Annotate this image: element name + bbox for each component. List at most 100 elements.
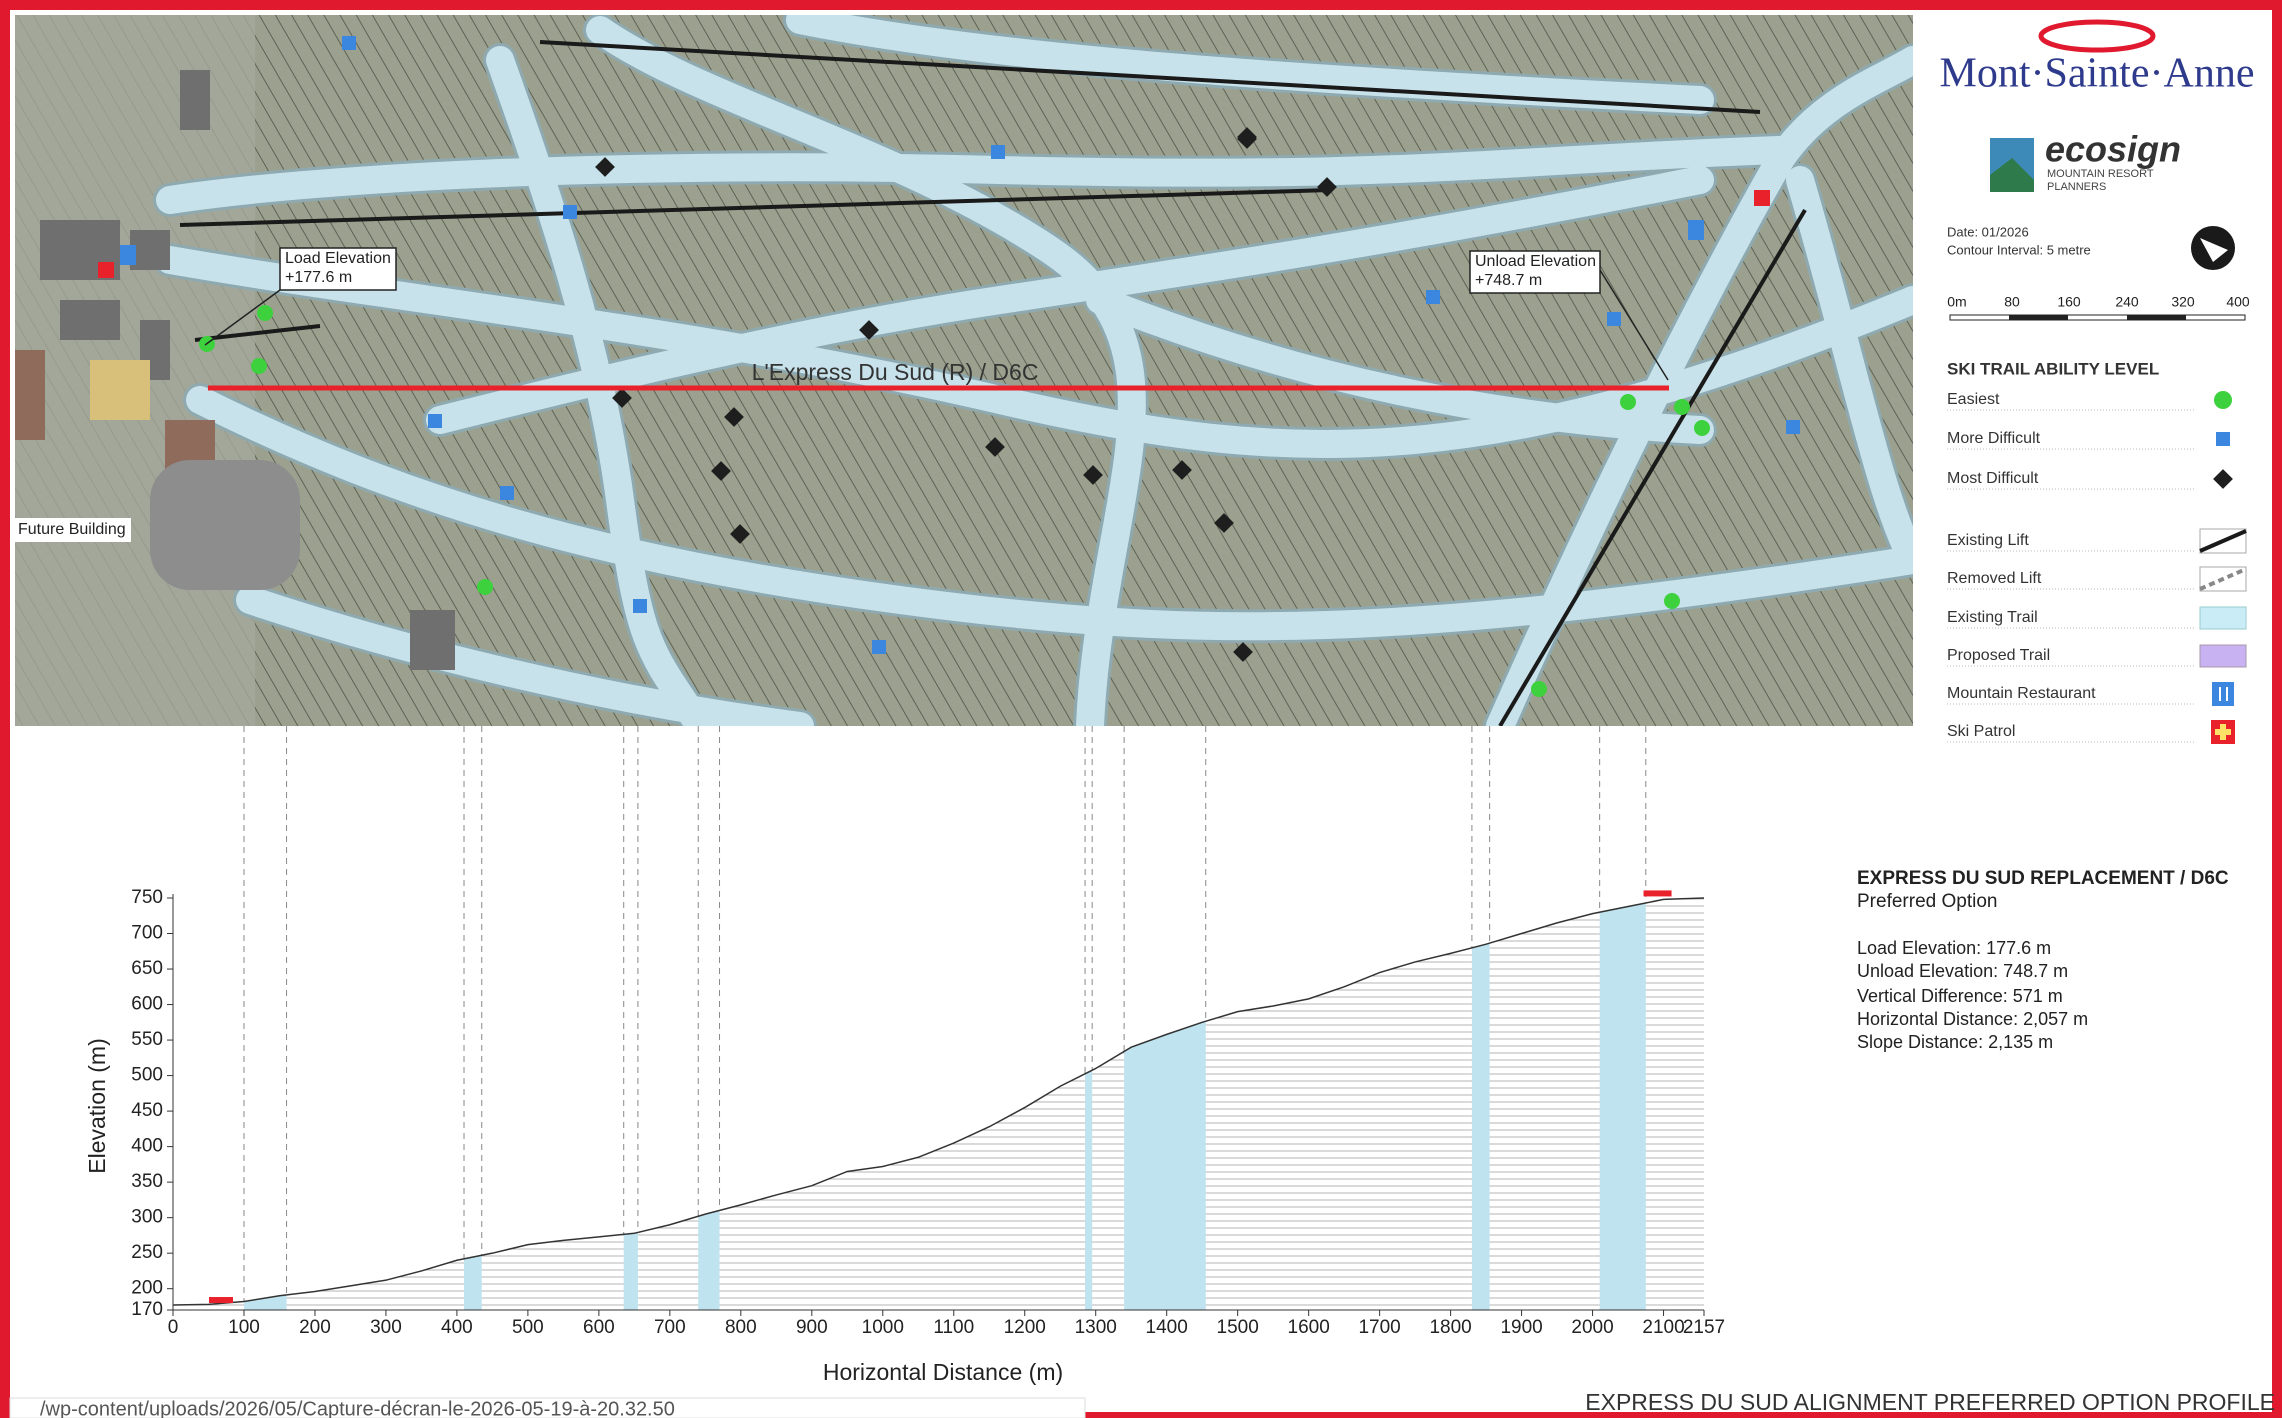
- unload-value: +748.7 m: [1475, 272, 1542, 289]
- callout-line: [204, 289, 281, 346]
- legend-symbol: [2199, 644, 2247, 668]
- planner-tagline: MOUNTAIN RESORT: [2047, 168, 2154, 180]
- trail-crossing: [623, 898, 638, 1310]
- y-tick-label: 650: [131, 958, 163, 979]
- legend-label: Proposed Trail: [1947, 647, 2050, 664]
- x-tick-label: 200: [299, 1317, 331, 1338]
- site-map: L'Express Du Sud (R) / D6C Load Elevatio…: [15, 15, 1913, 726]
- trail-crossing: [1471, 898, 1490, 1310]
- scale-label: 160: [2057, 294, 2081, 310]
- y-tick-label: 750: [131, 887, 163, 908]
- legend-symbol: [2199, 566, 2247, 592]
- footer-title: EXPRESS DU SUD ALIGNMENT PREFERRED OPTIO…: [1585, 1389, 2275, 1415]
- y-tick-label: 700: [131, 923, 163, 944]
- x-tick-label: 2157: [1683, 1317, 1725, 1338]
- y-tick-label: 600: [131, 994, 163, 1015]
- legend-symbol: [2216, 432, 2230, 446]
- scale-label: 240: [2115, 294, 2139, 310]
- x-tick-label: 1700: [1358, 1317, 1400, 1338]
- y-tick-label: 500: [131, 1065, 163, 1086]
- future-building: Future Building: [18, 521, 126, 538]
- profile-fill: [173, 898, 1704, 1310]
- x-tick-label: 300: [370, 1317, 402, 1338]
- x-tick-label: 700: [654, 1317, 686, 1338]
- trail-crossing: [1599, 898, 1646, 1310]
- y-tick-label: 550: [131, 1029, 163, 1050]
- scale-label: 80: [2004, 294, 2020, 310]
- trail-crossing: [1124, 898, 1206, 1310]
- legend-label: Most Difficult: [1947, 470, 2039, 487]
- planner-logo-mark: [1990, 158, 2034, 192]
- legend-symbol: [2213, 469, 2233, 489]
- legend-symbol: [2215, 724, 2231, 740]
- load-label-box: [279, 247, 397, 291]
- x-tick-label: 900: [796, 1317, 828, 1338]
- x-tick-label: 1000: [862, 1317, 904, 1338]
- legend-label: More Difficult: [1947, 430, 2041, 447]
- x-tick-label: 1200: [1004, 1317, 1046, 1338]
- scale-label: 320: [2171, 294, 2195, 310]
- x-axis-label: Horizontal Distance (m): [823, 1359, 1063, 1385]
- profile-note: Horizontal Distance: 2,057 m: [1857, 1009, 2088, 1029]
- x-tick-label: 400: [441, 1317, 473, 1338]
- legend-label: Removed Lift: [1947, 570, 2042, 587]
- legend-symbol: [2214, 391, 2232, 409]
- unload-station: [1643, 890, 1672, 897]
- brand: Mont·Sainte·Anne: [1940, 51, 2255, 97]
- x-tick-label: 1300: [1075, 1317, 1117, 1338]
- x-tick-label: 500: [512, 1317, 544, 1338]
- future-building-box: [15, 518, 131, 542]
- trail-crossing: [464, 898, 482, 1310]
- x-tick-label: 1100: [933, 1317, 974, 1338]
- x-tick-label: 1600: [1288, 1317, 1330, 1338]
- trail-crossing: [243, 898, 287, 1310]
- legend-symbol: [2199, 529, 2247, 553]
- legend-label: Easiest: [1947, 391, 2000, 408]
- north-arrow-mark: [2200, 238, 2228, 262]
- y-axis-label: Elevation (m): [84, 1038, 110, 1173]
- x-tick-label: 600: [583, 1317, 615, 1338]
- profile-note: Unload Elevation: 748.7 m: [1857, 961, 2068, 981]
- contour-interval: Contour Interval: 5 metre: [1947, 242, 2091, 257]
- legend-label: Existing Lift: [1947, 532, 2029, 549]
- callout-line: [1599, 269, 1669, 381]
- profile-chart: 1702002503003504004505005506006507007500…: [131, 726, 1725, 1338]
- legend-items: Easiest More Difficult Most Difficult Exist…: [1947, 391, 2247, 744]
- legend-symbol: [2199, 567, 2247, 591]
- x-tick-label: 2000: [1571, 1317, 1613, 1338]
- y-tick-label: 350: [131, 1171, 163, 1192]
- profile-note: Slope Distance: 2,135 m: [1857, 1032, 2053, 1052]
- y-tick-label: 200: [131, 1278, 163, 1299]
- x-tick-label: 0: [168, 1317, 179, 1338]
- profile-title: EXPRESS DU SUD REPLACEMENT / D6C: [1857, 868, 2229, 889]
- legend-symbol: [2199, 606, 2247, 630]
- legend-label: Ski Patrol: [1947, 723, 2015, 740]
- scale-bar: [1949, 314, 2246, 321]
- x-tick-label: 1800: [1429, 1317, 1471, 1338]
- profile-note: Vertical Difference: 571 m: [1857, 986, 2063, 1006]
- legend-label: Mountain Restaurant: [1947, 685, 2096, 702]
- x-tick-label: 2100: [1642, 1317, 1684, 1338]
- trail-markers: [98, 36, 1800, 697]
- unload-label-box: [1469, 250, 1601, 294]
- y-tick-label: 450: [131, 1100, 163, 1121]
- planner-tagline: PLANNERS: [2047, 181, 2106, 193]
- planner: ecosign: [2045, 129, 2181, 170]
- date: Date: 01/2026: [1947, 224, 2029, 239]
- trail-crossing: [1085, 898, 1093, 1310]
- legend-symbol: [2212, 682, 2234, 706]
- x-tick-label: 100: [228, 1317, 260, 1338]
- buildings: [15, 70, 455, 670]
- lift-name: L'Express Du Sud (R) / D6C: [752, 359, 1039, 385]
- profile-note: Load Elevation: 177.6 m: [1857, 938, 2051, 958]
- legend-panel: Mont·Sainte·Anne ecosign MOUNTAIN RESORT…: [1940, 19, 2255, 378]
- x-tick-label: 800: [725, 1317, 757, 1338]
- url-bar: [9, 1397, 1086, 1418]
- unload-label: Unload Elevation: [1475, 253, 1596, 270]
- x-tick-label: 1900: [1500, 1317, 1542, 1338]
- legend-label: Existing Trail: [1947, 609, 2038, 626]
- profile-line: [172, 897, 1705, 1306]
